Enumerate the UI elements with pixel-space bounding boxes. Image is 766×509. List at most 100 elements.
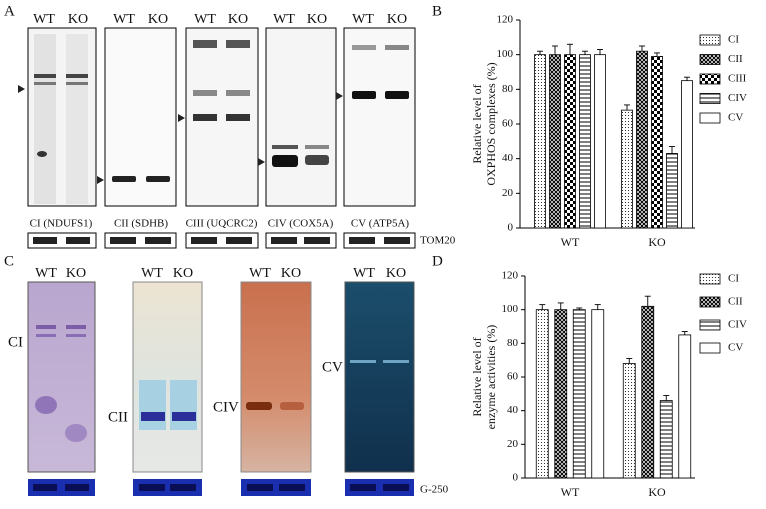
error-bar — [624, 104, 630, 111]
lane-label: WT — [353, 266, 375, 281]
bar — [666, 153, 678, 229]
blot-artwork — [18, 27, 416, 496]
y-tick-label: 60 — [507, 371, 519, 383]
legend-swatch — [699, 112, 721, 124]
legend-label: CII — [728, 53, 743, 65]
legend-swatch — [699, 93, 721, 104]
bar — [636, 50, 648, 229]
y-tick-label: 100 — [502, 303, 519, 315]
error-bar — [576, 307, 583, 310]
lane-label: WT — [194, 12, 216, 27]
legend-swatch — [699, 73, 721, 85]
legend-swatch — [699, 319, 721, 331]
y-tick-label: 40 — [502, 152, 514, 164]
legend-swatch — [699, 296, 721, 308]
error-bar — [644, 295, 651, 307]
error-bar — [594, 304, 601, 310]
y-axis-label: Relative level of — [470, 337, 484, 416]
error-bar — [663, 395, 670, 401]
legend-label: CIV — [728, 319, 747, 331]
y-tick-label: 120 — [497, 14, 514, 26]
legend-swatch — [699, 342, 721, 354]
panel-label: A — [4, 3, 15, 19]
lane-label: KO — [281, 266, 301, 281]
antibody-label: CIII (UQCRC2) — [186, 218, 258, 230]
bar — [681, 80, 693, 229]
x-tick-label: KO — [648, 235, 666, 249]
lane-label: KO — [228, 12, 248, 27]
lane-label: WT — [249, 266, 271, 281]
y-tick-label: 100 — [497, 48, 514, 60]
legend-label: CV — [728, 112, 743, 124]
bar — [591, 309, 605, 479]
lane-label: KO — [68, 12, 88, 27]
bar — [579, 54, 591, 229]
error-bar — [539, 304, 546, 310]
lane-label: WT — [352, 12, 374, 27]
lane-label: WT — [35, 266, 57, 281]
error-bar — [582, 50, 588, 55]
legend-label: CIII — [728, 73, 747, 85]
error-bar — [557, 302, 564, 310]
lane-label: KO — [148, 12, 168, 27]
error-bar — [626, 358, 633, 364]
bar — [621, 109, 633, 229]
error-bar — [669, 146, 675, 154]
legend-swatch — [699, 34, 721, 46]
antibody-label: CI (NDUFS1) — [30, 218, 93, 230]
y-tick-label: 60 — [502, 118, 514, 130]
bar — [549, 54, 561, 229]
error-bar — [681, 331, 688, 335]
bar — [594, 54, 606, 229]
legend-swatch — [699, 273, 721, 285]
bar — [641, 305, 655, 479]
antibody-label: CIV (COX5A) — [268, 218, 334, 230]
lane-label: KO — [386, 266, 406, 281]
complex-label: CIV — [213, 399, 239, 415]
y-tick-label: 20 — [507, 438, 519, 450]
legend-swatch — [699, 54, 721, 65]
bar — [534, 54, 546, 229]
x-tick-label: KO — [648, 485, 666, 499]
lane-label: KO — [173, 266, 193, 281]
y-axis-label: OXPHOS complexes (%) — [484, 62, 498, 185]
panel-label: D — [432, 253, 443, 269]
bar — [659, 400, 673, 479]
loading-label: G-250 — [420, 484, 449, 496]
bar — [554, 309, 568, 479]
loading-label: TOM20 — [420, 235, 456, 247]
complex-label: CV — [322, 359, 343, 375]
lane-label: KO — [307, 12, 327, 27]
error-bar — [552, 45, 558, 55]
lane-label: KO — [387, 12, 407, 27]
error-bar — [684, 76, 690, 81]
legend-label: CI — [728, 273, 739, 285]
x-tick-label: WT — [561, 235, 580, 249]
complex-label: CI — [8, 334, 23, 350]
lane-label: WT — [141, 266, 163, 281]
antibody-label: CII (SDHB) — [114, 218, 168, 230]
bar — [622, 363, 636, 479]
legend-label: CII — [728, 296, 743, 308]
antibody-label: CV (ATP5A) — [351, 218, 410, 230]
x-tick-label: WT — [561, 485, 580, 499]
lane-label: WT — [113, 12, 135, 27]
y-tick-label: 0 — [508, 222, 514, 234]
legend-label: CV — [728, 342, 743, 354]
bar — [535, 309, 549, 479]
error-bar — [639, 45, 645, 52]
error-bar — [654, 52, 660, 57]
y-axis-label: Relative level of — [470, 84, 484, 163]
y-tick-label: 120 — [502, 270, 519, 282]
lane-label: WT — [273, 12, 295, 27]
legend-label: CI — [728, 34, 739, 46]
error-bar — [597, 49, 603, 55]
lane-label: WT — [33, 12, 55, 27]
error-bar — [537, 50, 543, 55]
y-tick-label: 80 — [502, 83, 514, 95]
error-bar — [567, 43, 573, 55]
panel-label: B — [432, 3, 442, 19]
complex-label: CII — [108, 409, 128, 425]
bar — [678, 334, 692, 479]
